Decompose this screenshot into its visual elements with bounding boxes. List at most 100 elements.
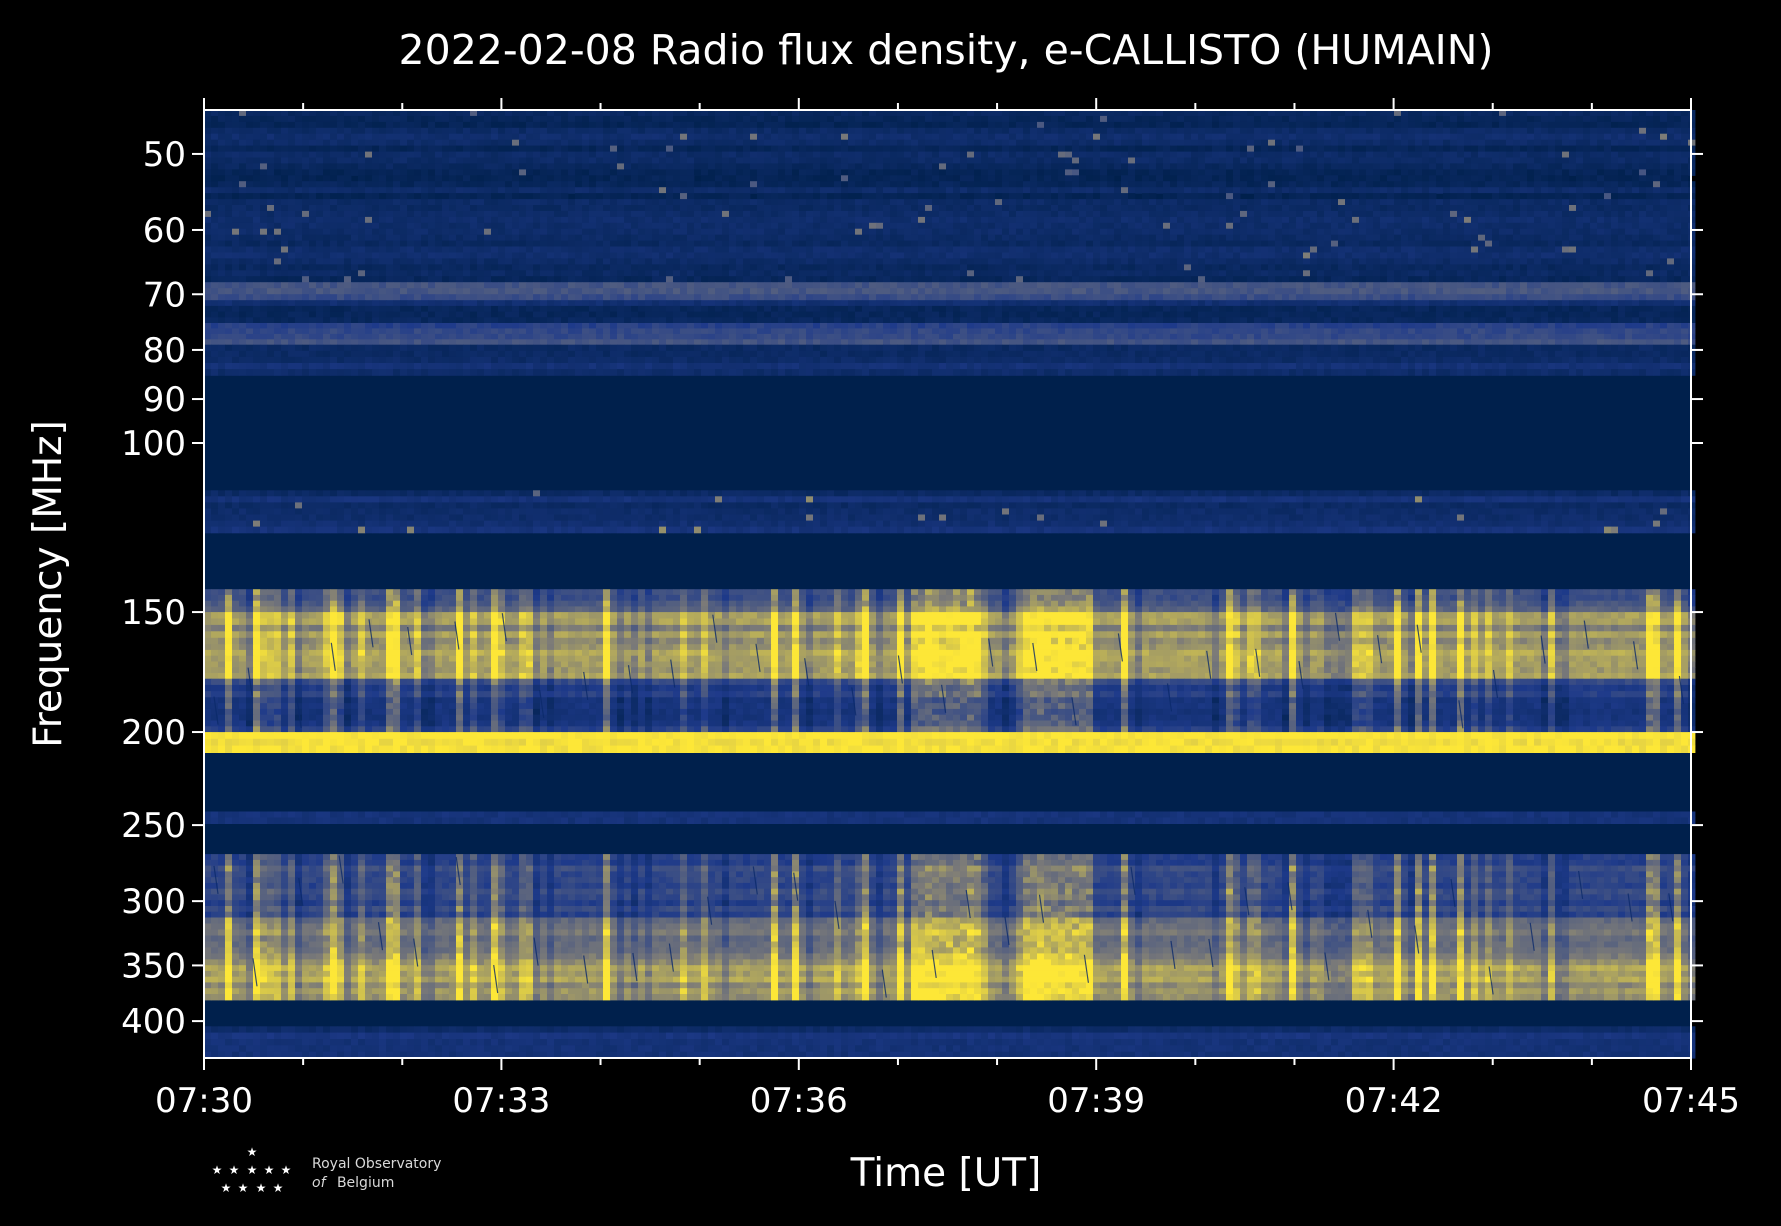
spectrogram-cell [204, 199, 212, 206]
spectrogram-cell [876, 187, 884, 194]
spectrogram-cell [1345, 234, 1353, 242]
spectrogram-cell [344, 175, 352, 182]
spectrogram-cell [1310, 145, 1318, 153]
spectrogram-cell [1611, 210, 1619, 218]
spectrogram-cell [295, 222, 303, 230]
spectrogram-cell [778, 199, 786, 206]
spectrogram-cell [820, 240, 828, 248]
spectrogram-cell [820, 145, 828, 153]
spectrogram-cell [638, 115, 646, 123]
spectrogram-cell [652, 210, 660, 218]
spectrogram-cell [526, 145, 534, 153]
spectrogram-cell [463, 151, 471, 159]
spectrogram-cell [785, 205, 793, 212]
spectrogram-cell [274, 133, 282, 141]
spectrogram-cell [743, 139, 751, 147]
spectrogram-cell [1632, 169, 1640, 176]
spectrogram-cell [974, 145, 982, 153]
spectrogram-cell [512, 115, 520, 123]
spectrogram-cell [694, 205, 702, 212]
spectrogram-cell [372, 228, 380, 236]
spectrogram-cell [967, 210, 975, 218]
spectrogram-cell [442, 110, 450, 117]
spectrogram-cell [848, 139, 856, 147]
spectrogram-cell [1611, 187, 1619, 194]
spectrogram-cell [1324, 199, 1332, 206]
spectrogram-cell [1611, 222, 1619, 230]
spectrogram-cell [575, 157, 583, 164]
spectrogram-cell [1352, 115, 1360, 123]
spectrogram-cell [1499, 210, 1507, 218]
spectrogram-cell [603, 199, 611, 206]
spectrogram-cell [785, 216, 793, 224]
spectrogram-cell [1492, 145, 1500, 153]
spectrogram-cell [834, 222, 842, 230]
spectrogram-cell [428, 234, 436, 242]
spectrogram-cell [1422, 228, 1430, 236]
spectrogram-cell [1121, 199, 1129, 206]
spectrogram-cell [463, 246, 471, 253]
spectrogram-cell [659, 246, 667, 253]
spectrogram-cell [1681, 169, 1689, 176]
spectrogram-cell [1037, 121, 1045, 129]
spectrogram-cell [946, 216, 954, 224]
spectrogram-cell [253, 181, 261, 188]
spectrogram-cell [659, 210, 667, 218]
spectrogram-cell [1303, 145, 1311, 153]
spectrogram-cell [1583, 240, 1591, 248]
spectrogram-cell [876, 234, 884, 242]
spectrogram-cell [1065, 240, 1073, 248]
spectrogram-cell [624, 175, 632, 182]
spectrogram-cell [568, 216, 576, 224]
spectrogram-cell [211, 145, 219, 153]
spectrogram-cell [1639, 199, 1647, 206]
spectrogram-cell [1625, 228, 1633, 236]
spectrogram-cell [456, 110, 464, 117]
spectrogram-cell [1534, 210, 1542, 218]
spectrogram-cell [1513, 163, 1521, 170]
spectrogram-cell [204, 157, 212, 164]
spectrogram-cell [1065, 187, 1073, 194]
spectrogram-cell [1261, 193, 1269, 200]
spectrogram-cell [1569, 127, 1577, 135]
spectrogram-cell [1527, 175, 1535, 182]
spectrogram-cell [1205, 187, 1213, 194]
spectrogram-cell [505, 175, 513, 182]
spectrogram-cell [1079, 133, 1087, 141]
spectrogram-cell [869, 110, 877, 117]
spectrogram-cell [799, 181, 807, 188]
spectrogram-cell [946, 127, 954, 135]
spectrogram-cell [512, 110, 520, 117]
spectrogram-cell [435, 216, 443, 224]
spectrogram-cell [1086, 216, 1094, 224]
spectrogram-cell [379, 127, 387, 135]
spectrogram-cell [393, 222, 401, 230]
spectrogram-cell [386, 205, 394, 212]
spectrogram-cell [1233, 151, 1241, 159]
spectrogram-cell [764, 121, 772, 129]
spectrogram-cell [1121, 234, 1129, 242]
spectrogram-cell [1086, 169, 1094, 176]
spectrogram-cell [645, 246, 653, 253]
spectrogram-cell [1149, 127, 1157, 135]
spectrogram-cell [211, 110, 219, 117]
spectrogram-cell [596, 157, 604, 164]
spectrogram-cell [729, 115, 737, 123]
spectrogram-cell [1310, 133, 1318, 141]
spectrogram-cell [960, 240, 968, 248]
spectrogram-cell [1464, 121, 1472, 129]
spectrogram-cell [568, 246, 576, 253]
spectrogram-cell [757, 139, 765, 147]
spectrogram-cell [1394, 234, 1402, 242]
spectrogram-cell [932, 163, 940, 170]
spectrogram-cell [855, 222, 863, 230]
spectrogram-cell [1170, 210, 1178, 218]
spectrogram-cell [1226, 157, 1234, 164]
spectrogram-cell [1310, 115, 1318, 123]
spectrogram-cell [722, 169, 730, 176]
spectrogram-cell [1590, 157, 1598, 164]
spectrogram-cell [260, 127, 268, 135]
spectrogram-cell [1674, 228, 1682, 236]
spectrogram-cell [582, 240, 590, 248]
spectrogram-cell [1226, 133, 1234, 141]
